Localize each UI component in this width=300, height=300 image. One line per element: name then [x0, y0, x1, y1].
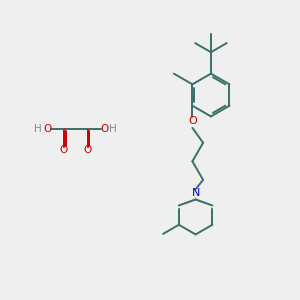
Text: H: H	[109, 124, 117, 134]
Text: O: O	[188, 116, 197, 126]
Text: O: O	[100, 124, 108, 134]
Text: O: O	[83, 146, 92, 155]
Text: N: N	[191, 188, 200, 198]
Text: O: O	[60, 146, 68, 155]
Text: H: H	[34, 124, 42, 134]
Text: O: O	[43, 124, 51, 134]
